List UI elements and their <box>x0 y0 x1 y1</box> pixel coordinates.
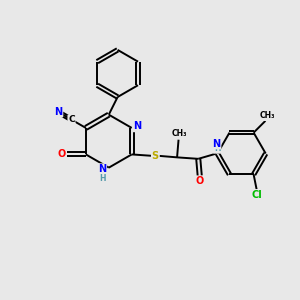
Text: O: O <box>196 176 204 186</box>
Text: CH₃: CH₃ <box>171 129 187 138</box>
Text: H: H <box>99 174 106 183</box>
Text: N: N <box>98 164 106 174</box>
Text: N: N <box>212 139 220 148</box>
Text: H: H <box>214 144 220 153</box>
Text: N: N <box>54 106 62 117</box>
Text: O: O <box>57 149 65 159</box>
Text: N: N <box>133 122 141 131</box>
Text: S: S <box>152 151 159 161</box>
Text: C: C <box>68 115 75 124</box>
Text: CH₃: CH₃ <box>260 111 275 120</box>
Text: Cl: Cl <box>251 190 262 200</box>
